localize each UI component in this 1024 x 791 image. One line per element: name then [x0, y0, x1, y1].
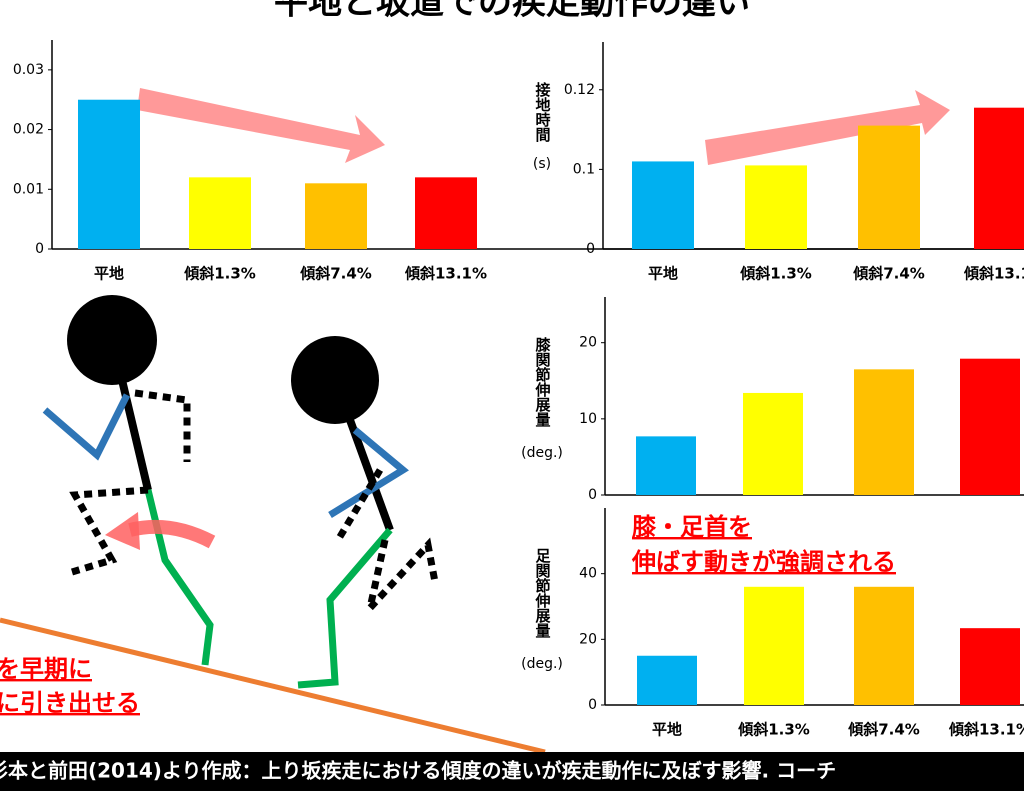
x-tick-label: 傾斜1.3% — [737, 721, 810, 739]
bar — [744, 586, 804, 705]
x-tick-label: 傾斜1.3% — [739, 265, 812, 283]
page-title: 平地と坂道での疾走動作の違い — [274, 0, 750, 23]
motion-arrowhead — [105, 512, 140, 550]
x-tick-label: 傾斜1.3% — [183, 265, 256, 283]
runner-arm-dashed — [134, 389, 191, 462]
y-axis-unit: (s) — [533, 156, 551, 172]
slope-and-figures — [0, 88, 950, 755]
bar — [305, 183, 367, 249]
annotation: 伸ばす動きが強調される — [631, 548, 896, 576]
bar — [854, 369, 914, 495]
bar — [78, 99, 140, 249]
x-tick-label: 平地 — [94, 265, 124, 283]
bar — [743, 392, 803, 495]
bar — [974, 107, 1024, 249]
bar — [189, 177, 251, 249]
x-tick-label: 平地 — [652, 721, 682, 739]
y-axis-unit: (deg.) — [521, 656, 563, 672]
y-axis-label: 接地時間 — [534, 81, 552, 143]
runner-body — [346, 418, 394, 532]
y-tick-label: 0 — [588, 697, 597, 713]
bar — [854, 586, 914, 705]
y-tick-label: 20 — [579, 335, 597, 351]
motion-arrow — [128, 519, 216, 549]
y-tick-label: 0.1 — [573, 161, 595, 177]
runner-head — [291, 336, 379, 424]
footer: 杉本と前田(2014)より作成：上り坂疾走における傾度の違いが疾走動作に及ぼす影… — [0, 759, 836, 783]
y-tick-label: 10 — [579, 411, 597, 427]
y-tick-label: 0 — [586, 241, 595, 257]
slope — [0, 617, 546, 755]
x-tick-label: 平地 — [648, 265, 678, 283]
runner-leg-dashed — [69, 486, 149, 576]
bar — [960, 628, 1020, 705]
x-tick-label: 傾斜7.4% — [299, 265, 372, 283]
runner-head — [67, 295, 157, 385]
bar — [960, 358, 1020, 495]
x-tick-label: 傾斜7.4% — [852, 265, 925, 283]
bar — [415, 177, 477, 249]
y-tick-label: 0.03 — [13, 62, 44, 78]
bar — [636, 436, 696, 495]
x-tick-label: 傾斜7.4% — [847, 721, 920, 739]
y-tick-label: 20 — [579, 631, 597, 647]
y-tick-label: 0.01 — [13, 181, 44, 197]
y-tick-label: 0 — [588, 487, 597, 503]
bar — [637, 655, 697, 705]
runner-arm — [42, 393, 131, 461]
y-axis-label: 足関節伸展量 — [534, 548, 552, 638]
y-axis-unit: (deg.) — [521, 445, 563, 461]
y-axis-label: 膝関節伸展量 — [534, 337, 552, 427]
y-tick-label: 0.02 — [13, 122, 44, 138]
runner-arm — [328, 427, 409, 518]
bar — [858, 125, 920, 249]
y-tick-label: 40 — [579, 566, 597, 582]
x-tick-label: 傾斜13.1% — [948, 721, 1024, 739]
annotation: を早期に — [0, 655, 92, 683]
runner-leg — [297, 527, 393, 689]
runner-leg-dashed — [363, 537, 439, 620]
annotation: に引き出せる — [0, 689, 140, 717]
footer-bar — [0, 752, 1024, 791]
x-tick-label: 傾斜13.1% — [404, 265, 487, 283]
bar — [632, 161, 694, 249]
bar — [745, 165, 807, 249]
x-tick-label: 傾斜13.1% — [963, 265, 1024, 283]
trend-arrow — [705, 90, 950, 165]
trend-arrow — [137, 88, 385, 163]
y-tick-label: 0.12 — [564, 82, 595, 98]
y-tick-label: 0 — [35, 241, 44, 257]
runner-leg — [144, 489, 214, 666]
annotation: 膝・足首を — [632, 513, 752, 541]
